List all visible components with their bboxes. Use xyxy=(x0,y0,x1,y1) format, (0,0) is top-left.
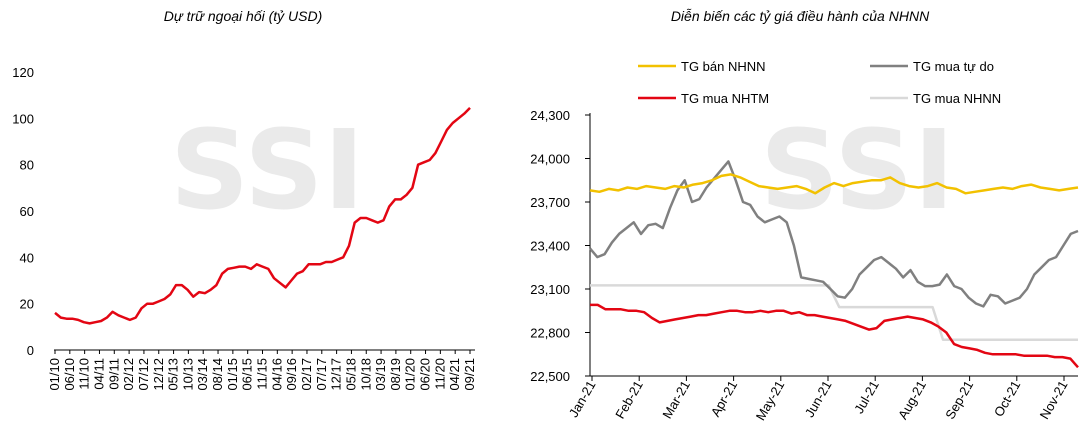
reserves-x-tick-label: 10/13 xyxy=(180,358,195,391)
reserves-x-tick-label: 04/11 xyxy=(91,358,106,390)
exchange-rate-x-tick-label: Oct-21 xyxy=(991,378,1023,419)
exchange-rate-x-tick-label: Feb-21 xyxy=(612,378,646,421)
series-line-tg-mua-nhtm xyxy=(590,303,1079,369)
reserves-x-tick-label: 09/21 xyxy=(462,358,477,391)
legend-label-tg-mua-nhnn: TG mua NHNN xyxy=(913,91,1001,106)
exchange-rate-series xyxy=(589,160,1079,369)
reserves-x-tick-label: 01/15 xyxy=(225,358,240,391)
reserves-x-tick-label: 09/11 xyxy=(106,358,121,390)
exchange-rate-x-tick-label: Mar-21 xyxy=(659,378,693,421)
reserves-y-tick-label: 20 xyxy=(20,297,34,312)
reserves-x-tick-label: 11/15 xyxy=(255,358,270,390)
series-line-tg-mua-nhnn xyxy=(590,284,1078,342)
reserves-x-tick-label: 06/15 xyxy=(240,358,255,391)
reserves-x-tick-label: 10/18 xyxy=(358,358,373,391)
reserves-x-tick-label: 07/17 xyxy=(314,358,329,391)
reserves-x-tick-label: 01/10 xyxy=(47,358,62,391)
reserves-x-tick-label: 03/19 xyxy=(373,358,388,391)
exchange-rate-y-axis: 22,500 22,800 23,100 23,400 23,700 24,000 24,3… xyxy=(530,108,570,384)
reserves-x-tick-label: 02/17 xyxy=(299,358,314,391)
exchange-rate-x-tick-label: Jan-21 xyxy=(566,378,599,420)
reserves-x-tick-label: 06/20 xyxy=(418,358,433,391)
exchange-rate-chart: SSI Diễn biến các tỷ giá điều hành của N… xyxy=(530,8,1079,423)
reserves-y-tick-label: 100 xyxy=(12,111,34,126)
exchange-rate-x-tick-marks xyxy=(591,376,1065,381)
series-line-du-tru-ngoai-hoi xyxy=(54,107,471,325)
reserves-x-tick-label: 08/14 xyxy=(210,358,225,391)
legend-label-tg-mua-nhtm: TG mua NHTM xyxy=(681,91,769,106)
reserves-x-tick-label: 11/10 xyxy=(77,358,92,390)
reserves-y-tick-label: 60 xyxy=(20,204,34,219)
reserves-x-tick-label: 12/12 xyxy=(151,358,166,391)
exchange-rate-y-tick-label: 23,700 xyxy=(530,195,570,210)
exchange-rate-y-tick-label: 23,100 xyxy=(530,282,570,297)
reserves-y-axis: 0 20 40 60 80 100 120 xyxy=(12,65,34,358)
reserves-series xyxy=(54,107,471,325)
exchange-rate-x-tick-label: Jul-21 xyxy=(851,378,882,416)
legend-label-tg-mua-tu-do: TG mua tự do xyxy=(913,59,994,74)
reserves-chart: SSI Dự trữ ngoại hối (tỷ USD) 0 20 40 60 80 1… xyxy=(12,8,477,391)
reserves-y-tick-label: 80 xyxy=(20,158,34,173)
reserves-x-tick-label: 11/20 xyxy=(432,358,447,390)
reserves-x-axis: 01/10 06/10 11/10 04/11 09/11 02/12 07/12 12/12… xyxy=(47,358,477,391)
exchange-rate-x-tick-label: Jun-21 xyxy=(802,378,835,420)
reserves-x-tick-label: 05/18 xyxy=(343,358,358,391)
reserves-y-tick-label: 40 xyxy=(20,250,34,265)
reserves-x-tick-label: 01/20 xyxy=(403,358,418,391)
exchange-rate-x-tick-label: Apr-21 xyxy=(708,378,741,419)
watermark-left: SSI xyxy=(170,106,364,234)
reserves-y-tick-label: 120 xyxy=(12,65,34,80)
exchange-rate-x-axis: Jan-21 Feb-21 Mar-21 Apr-21 May-21 Jun-21 Jul-… xyxy=(566,378,1071,423)
exchange-rate-y-tick-label: 22,500 xyxy=(530,369,570,384)
reserves-x-tick-label: 12/17 xyxy=(329,358,344,391)
reserves-x-tick-label: 05/13 xyxy=(166,358,181,391)
legend-label-tg-ban-nhnn: TG bán NHNN xyxy=(681,59,766,74)
exchange-rate-y-tick-label: 24,300 xyxy=(530,108,570,123)
reserves-chart-title: Dự trữ ngoại hối (tỷ USD) xyxy=(164,8,323,24)
reserves-x-tick-label: 04/16 xyxy=(269,358,284,391)
reserves-x-tick-label: 03/14 xyxy=(195,358,210,391)
series-line-tg-ban-nhnn xyxy=(589,173,1079,195)
reserves-x-tick-label: 09/16 xyxy=(284,358,299,391)
exchange-rate-x-tick-label: May-21 xyxy=(753,378,788,423)
reserves-x-tick-label: 06/10 xyxy=(62,358,77,391)
exchange-rate-y-tick-label: 23,400 xyxy=(530,239,570,254)
exchange-rate-chart-title: Diễn biến các tỷ giá điều hành của NHNN xyxy=(671,8,930,24)
watermark-right: SSI xyxy=(760,106,954,234)
reserves-x-tick-label: 08/19 xyxy=(388,358,403,391)
exchange-rate-x-tick-label: Nov-21 xyxy=(1037,378,1071,422)
exchange-rate-y-tick-label: 22,800 xyxy=(530,326,570,341)
exchange-rate-legend: TG bán NHNN TG mua tự do TG mua NHTM TG … xyxy=(638,59,1001,106)
reserves-x-tick-label: 04/21 xyxy=(447,358,462,391)
reserves-x-tick-label: 07/12 xyxy=(136,358,151,391)
exchange-rate-x-tick-label: Sep-21 xyxy=(942,378,976,422)
reserves-x-tick-label: 02/12 xyxy=(121,358,136,391)
series-line-tg-mua-tu-do xyxy=(589,160,1079,308)
exchange-rate-x-tick-label: Aug-21 xyxy=(895,378,929,422)
reserves-x-tick-marks xyxy=(54,350,471,354)
exchange-rate-y-tick-label: 24,000 xyxy=(530,152,570,167)
reserves-y-tick-label: 0 xyxy=(27,343,34,358)
exchange-rate-y-tick-marks xyxy=(585,114,590,377)
